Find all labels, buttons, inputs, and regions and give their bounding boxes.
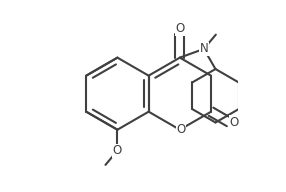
Text: O: O	[113, 144, 122, 157]
Text: N: N	[200, 42, 208, 55]
Text: O: O	[175, 22, 184, 35]
Text: O: O	[176, 123, 186, 136]
Text: O: O	[229, 116, 239, 129]
